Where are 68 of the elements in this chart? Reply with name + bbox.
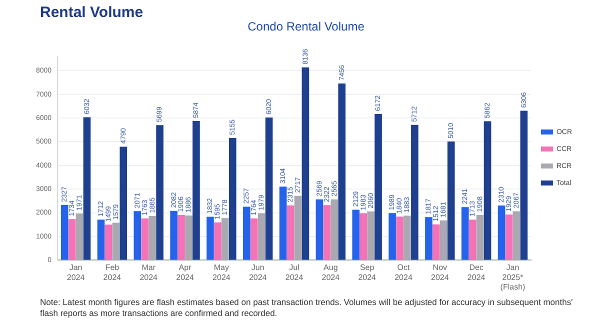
bar xyxy=(411,124,418,260)
bar xyxy=(83,117,91,260)
bar xyxy=(461,207,469,260)
bar xyxy=(170,210,178,260)
x-tick-label: Jan 2025* (Flash) xyxy=(500,263,526,292)
bar xyxy=(250,218,258,260)
x-tick-label: Apr 2024 xyxy=(176,263,194,282)
bar xyxy=(60,205,68,260)
bar xyxy=(286,205,294,260)
bar xyxy=(498,205,506,260)
x-tick-label: Feb 2024 xyxy=(103,263,122,282)
bar xyxy=(360,213,368,260)
x-tick-label: Jun 2024 xyxy=(248,263,268,282)
bar xyxy=(447,141,455,260)
x-tick-label: Mar 2024 xyxy=(140,263,158,282)
bar xyxy=(104,224,112,260)
text: Note: Latest month figures are flash estimates based on past transaction trends. Volumes will be adjusted for accuracy in subsequent months' flash reports as more transactions are confirmed and recorded. xyxy=(40,297,574,319)
bar xyxy=(192,121,200,260)
bar xyxy=(404,216,411,260)
bar xyxy=(279,186,287,260)
bar xyxy=(294,196,302,260)
bar xyxy=(68,219,76,260)
bar xyxy=(316,199,324,260)
bar xyxy=(242,206,250,260)
bar xyxy=(425,217,432,260)
x-tick-label: Jan 2024 xyxy=(66,263,86,282)
bar xyxy=(374,114,382,260)
chart-subtitle: Condo Rental Volume xyxy=(248,20,365,34)
bar xyxy=(338,84,346,260)
bar xyxy=(76,213,84,260)
bar xyxy=(367,211,374,260)
x-tick-label: Dec 2024 xyxy=(467,263,486,282)
bar xyxy=(156,125,164,260)
x-tick-label: Sep 2024 xyxy=(358,263,377,282)
bar xyxy=(120,146,128,260)
bar xyxy=(520,110,528,260)
chart-title: Rental Volume xyxy=(40,4,144,21)
bar xyxy=(222,218,229,260)
x-tick-label: Jul 2024 xyxy=(285,263,304,282)
bar xyxy=(330,199,338,260)
bar xyxy=(97,220,105,260)
bar xyxy=(396,216,404,260)
bar xyxy=(302,67,310,260)
bar xyxy=(505,214,513,260)
bar xyxy=(112,222,120,260)
x-tick-label: Nov 2024 xyxy=(431,263,450,282)
bar xyxy=(265,118,273,260)
bar xyxy=(185,216,192,260)
bar xyxy=(440,220,448,260)
bar xyxy=(228,138,236,260)
bar xyxy=(352,210,360,260)
bar xyxy=(141,218,149,260)
bar xyxy=(134,211,142,260)
bar xyxy=(484,121,492,260)
bar xyxy=(512,211,520,260)
bar xyxy=(388,213,396,260)
x-tick-label: May 2024 xyxy=(212,263,231,282)
bar xyxy=(214,222,222,260)
x-tick-label: Oct 2024 xyxy=(394,263,413,282)
bar xyxy=(432,224,440,260)
bar xyxy=(178,215,185,260)
bar xyxy=(206,216,214,260)
x-tick-label: Aug 2024 xyxy=(322,263,340,282)
bar xyxy=(323,205,331,260)
bar xyxy=(258,213,266,260)
bar xyxy=(476,214,484,260)
bar xyxy=(148,216,156,260)
bar xyxy=(468,220,476,260)
